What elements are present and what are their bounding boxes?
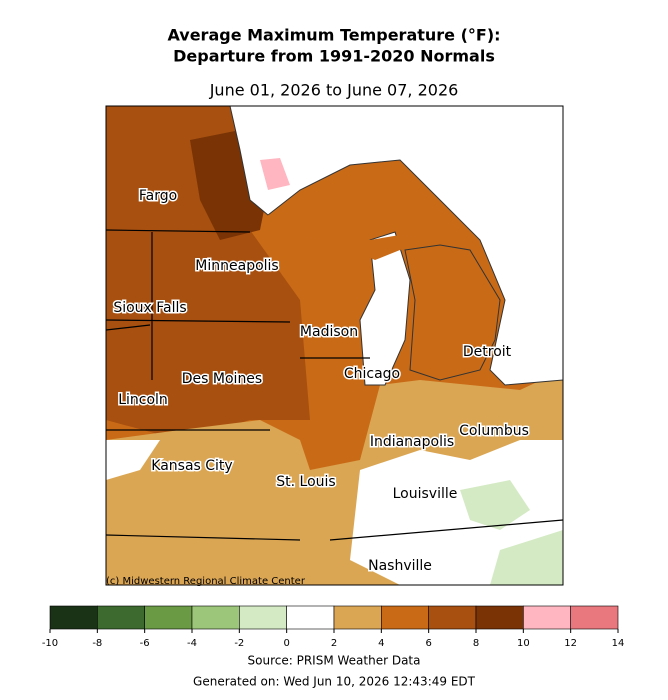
water: [229, 106, 563, 386]
colorbar-bin: [523, 605, 571, 630]
tick-label: 2: [331, 638, 337, 649]
colorbar-bin: [239, 605, 287, 630]
tick-label: 14: [612, 638, 625, 649]
city-label: Lincoln: [118, 392, 168, 408]
city-label: Chicago: [344, 366, 400, 382]
colorbar-bin: [49, 605, 98, 630]
map: Fargo Minneapolis Sioux Falls Madison Detroi…: [105, 105, 564, 587]
city-label: Des Moines: [182, 371, 262, 387]
city-label: Minneapolis: [195, 258, 278, 274]
region: [404, 244, 501, 381]
generated: Generated on: Wed Jun 10, 2026 12:43:49 …: [193, 675, 476, 689]
subtitle: June 01, 2026 to June 07, 2026: [209, 81, 459, 100]
colorbar-bin: [333, 605, 382, 630]
credit: (c) Midwestern Regional Climate Center: [106, 576, 306, 587]
colorbar-bin: [475, 605, 524, 630]
tick-label: -4: [187, 638, 197, 649]
colorbar-bin: [381, 605, 429, 630]
tick-label: 0: [283, 638, 289, 649]
city-label: Detroit: [463, 344, 512, 360]
tick-label: 8: [473, 638, 479, 649]
tick-label: -8: [92, 638, 102, 649]
city-label: St. Louis: [276, 474, 335, 490]
city-label: Sioux Falls: [113, 300, 186, 316]
region: [260, 158, 290, 190]
region: [106, 440, 160, 480]
colorbar-bin: [97, 605, 145, 630]
region: [490, 530, 563, 585]
city-label: Kansas City: [151, 458, 232, 474]
colorbar-bin: [286, 605, 335, 630]
tick-label: 10: [517, 638, 530, 649]
city-label: Louisville: [393, 486, 458, 502]
city-label: Indianapolis: [370, 434, 454, 450]
colorbar-bin: [144, 605, 193, 630]
colorbar-bin: [428, 605, 477, 630]
region: [268, 210, 440, 260]
region: [106, 106, 310, 440]
tick-label: -10: [42, 638, 58, 649]
map-frame: [105, 105, 564, 586]
title-line: Average Maximum Temperature (°F):: [167, 26, 500, 45]
colorbar-bin: [570, 605, 619, 630]
tick-label: -6: [140, 638, 150, 649]
source: Source: PRISM Weather Data: [248, 654, 421, 668]
tick-label: 12: [564, 638, 577, 649]
city-label: Fargo: [139, 188, 177, 204]
title-line: Departure from 1991-2020 Normals: [173, 47, 495, 66]
state-border: [106, 229, 563, 541]
tick-label: -2: [234, 638, 244, 649]
city-label: Nashville: [368, 558, 432, 574]
region: [460, 480, 530, 530]
city-label: Madison: [300, 324, 358, 340]
tick-label: 4: [378, 638, 384, 649]
tick-label: 6: [425, 638, 431, 649]
colorbar-bin: [191, 605, 240, 630]
city-label: Columbus: [459, 423, 529, 439]
